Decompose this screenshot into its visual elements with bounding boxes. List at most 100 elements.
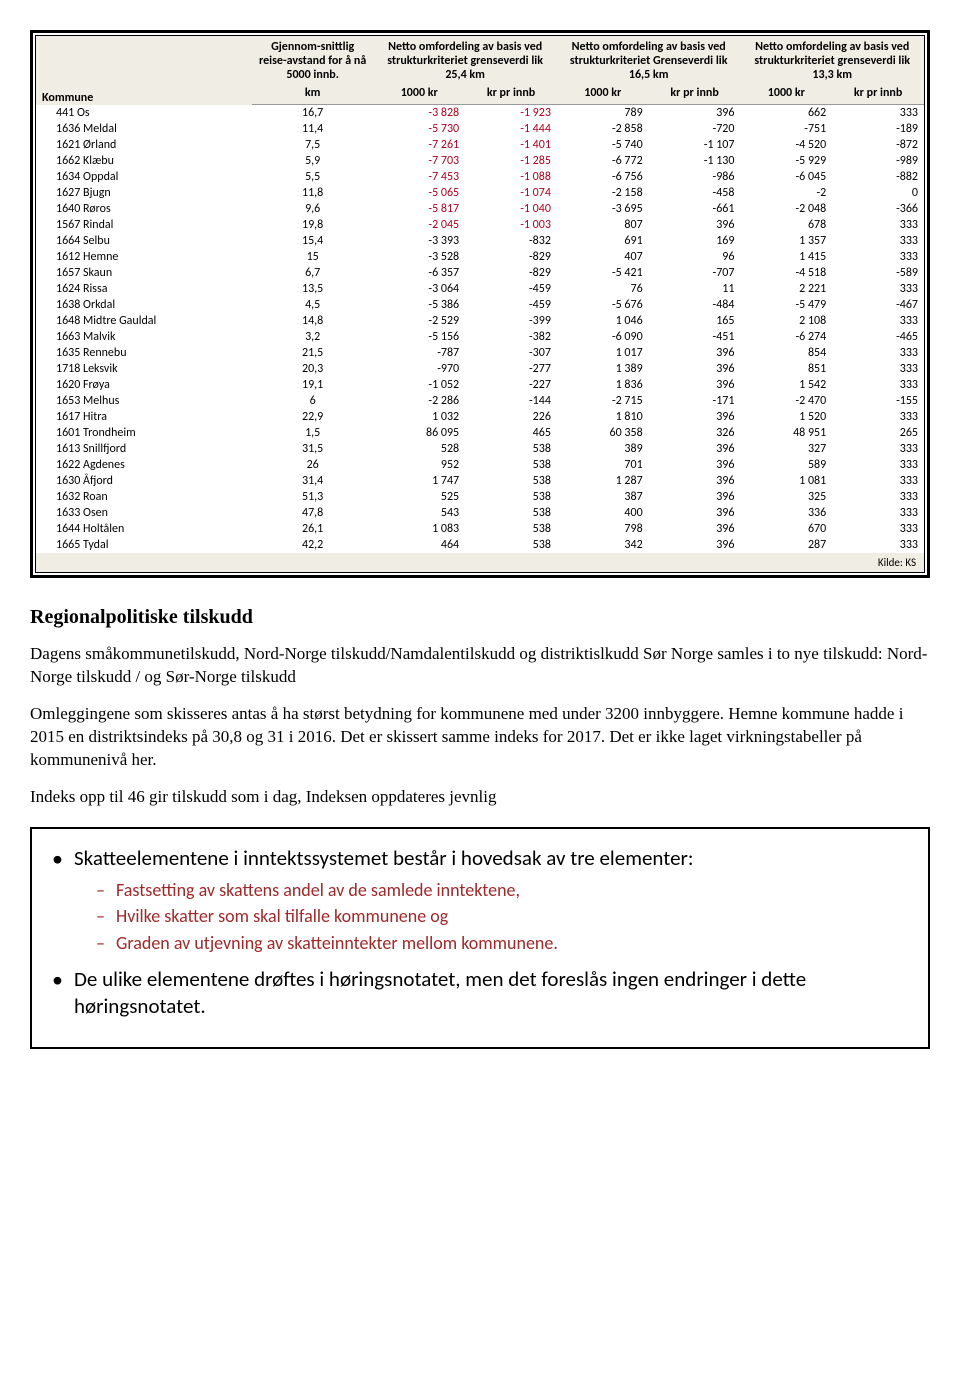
table-cell: -2 045 (373, 217, 465, 233)
table-cell: 952 (373, 457, 465, 473)
table-cell: -6 357 (373, 265, 465, 281)
table-cell: -4 520 (740, 137, 832, 153)
table-cell: 1634 Oppdal (36, 169, 252, 185)
table-cell: 0 (832, 185, 924, 201)
table-cell: -144 (465, 393, 557, 409)
table-cell: -1 003 (465, 217, 557, 233)
table-cell: 1622 Agdenes (36, 457, 252, 473)
table-cell: 165 (649, 313, 741, 329)
table-cell: 333 (832, 441, 924, 457)
table-cell: 1624 Rissa (36, 281, 252, 297)
table-row: 1648 Midtre Gauldal14,8-2 529-3991 04616… (36, 313, 924, 329)
table-cell: 19,8 (252, 217, 373, 233)
table-cell: -7 453 (373, 169, 465, 185)
table-cell: 1640 Røros (36, 201, 252, 217)
table-cell: 1662 Klæbu (36, 153, 252, 169)
table-source: Kilde: KS (36, 553, 924, 572)
col-krinnb-1: kr pr innb (465, 82, 557, 105)
table-cell: -872 (832, 137, 924, 153)
table-container: Kommune Gjennom-snittlig reise-avstand f… (35, 35, 925, 573)
table-row: 1617 Hitra22,91 0322261 8103961 520333 (36, 409, 924, 425)
sub-bullet-3: Graden av utjevning av skatteinntekter m… (96, 932, 908, 955)
table-cell: -307 (465, 345, 557, 361)
table-cell: 789 (557, 105, 649, 122)
table-row: 1630 Åfjord31,41 7475381 2873961 081333 (36, 473, 924, 489)
table-cell: 13,5 (252, 281, 373, 297)
table-cell: 1636 Meldal (36, 121, 252, 137)
table-cell: 333 (832, 505, 924, 521)
table-cell: 525 (373, 489, 465, 505)
table-cell: 1638 Orkdal (36, 297, 252, 313)
table-cell: -5 740 (557, 137, 649, 153)
table-cell: 807 (557, 217, 649, 233)
table-cell: 1617 Hitra (36, 409, 252, 425)
table-cell: 2 221 (740, 281, 832, 297)
table-cell: 6 (252, 393, 373, 409)
table-cell: -5 730 (373, 121, 465, 137)
table-cell: -707 (649, 265, 741, 281)
paragraph-3: Indeks opp til 46 gir tilskudd som i dag… (30, 786, 930, 809)
table-cell: -227 (465, 377, 557, 393)
sub-bullet-2: Hvilke skatter som skal tilfalle kommune… (96, 905, 908, 928)
table-row: 1567 Rindal19,8-2 045-1 003807396678333 (36, 217, 924, 233)
table-row: 1613 Snillfjord31,5528538389396327333 (36, 441, 924, 457)
table-cell: 538 (465, 489, 557, 505)
table-cell: -3 695 (557, 201, 649, 217)
table-cell: 333 (832, 233, 924, 249)
table-cell: 333 (832, 361, 924, 377)
table-cell: -787 (373, 345, 465, 361)
table-row: 1634 Oppdal5,5-7 453-1 088-6 756-986-6 0… (36, 169, 924, 185)
table-cell: -2 158 (557, 185, 649, 201)
table-row: 1662 Klæbu5,9-7 703-1 285-6 772-1 130-5 … (36, 153, 924, 169)
table-row: 1636 Meldal11,4-5 730-1 444-2 858-720-75… (36, 121, 924, 137)
table-cell: -3 064 (373, 281, 465, 297)
table-cell: 333 (832, 105, 924, 122)
table-cell: 396 (649, 521, 741, 537)
table-cell: 1613 Snillfjord (36, 441, 252, 457)
table-cell: 336 (740, 505, 832, 521)
table-cell: 396 (649, 441, 741, 457)
table-cell: 538 (465, 457, 557, 473)
table-cell: 538 (465, 441, 557, 457)
table-cell: -5 479 (740, 297, 832, 313)
table-cell: -2 (740, 185, 832, 201)
table-cell: 16,7 (252, 105, 373, 122)
table-cell: 96 (649, 249, 741, 265)
table-cell: -1 107 (649, 137, 741, 153)
table-cell: -6 045 (740, 169, 832, 185)
table-cell: 396 (649, 505, 741, 521)
table-row: 1640 Røros9,6-5 817-1 040-3 695-661-2 04… (36, 201, 924, 217)
table-cell: 1657 Skaun (36, 265, 252, 281)
table-cell: 854 (740, 345, 832, 361)
table-cell: 21,5 (252, 345, 373, 361)
table-row: 1653 Melhus6-2 286-144-2 715-171-2 470-1… (36, 393, 924, 409)
table-cell: -189 (832, 121, 924, 137)
table-row: 1663 Malvik3,2-5 156-382-6 090-451-6 274… (36, 329, 924, 345)
table-cell: -5 065 (373, 185, 465, 201)
table-cell: -7 703 (373, 153, 465, 169)
table-cell: 42,2 (252, 537, 373, 553)
table-cell: 1 357 (740, 233, 832, 249)
table-cell: -7 261 (373, 137, 465, 153)
col-krinnb-2: kr pr innb (649, 82, 741, 105)
table-cell: -366 (832, 201, 924, 217)
table-cell: -661 (649, 201, 741, 217)
table-cell: 327 (740, 441, 832, 457)
table-cell: 396 (649, 537, 741, 553)
table-cell: 333 (832, 489, 924, 505)
sub-bullet-1: Fastsetting av skattens andel av de saml… (96, 879, 908, 902)
table-cell: -458 (649, 185, 741, 201)
table-cell: 60 358 (557, 425, 649, 441)
table-cell: 464 (373, 537, 465, 553)
table-cell: -882 (832, 169, 924, 185)
table-cell: -2 858 (557, 121, 649, 137)
table-cell: 396 (649, 345, 741, 361)
table-row: 1633 Osen47,8543538400396336333 (36, 505, 924, 521)
table-cell: 441 Os (36, 105, 252, 122)
table-frame: Kommune Gjennom-snittlig reise-avstand f… (30, 30, 930, 578)
table-cell: 1644 Holtålen (36, 521, 252, 537)
table-cell: 333 (832, 217, 924, 233)
table-cell: 287 (740, 537, 832, 553)
table-cell: -5 817 (373, 201, 465, 217)
table-cell: -1 052 (373, 377, 465, 393)
